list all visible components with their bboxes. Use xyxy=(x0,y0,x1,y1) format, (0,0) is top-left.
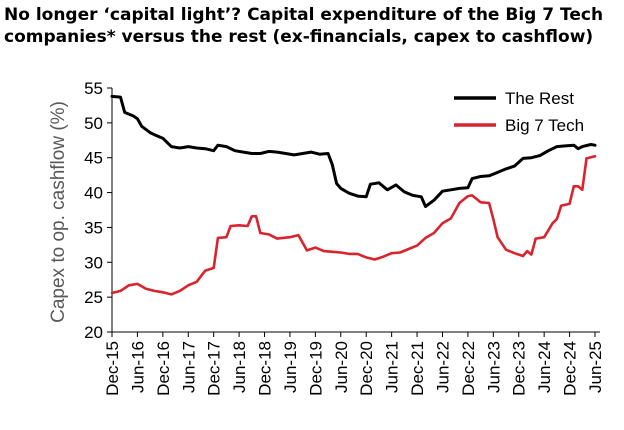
chart-title-line-1: No longer ‘capital light’? Capital expen… xyxy=(4,5,604,25)
chart-title-line-2: companies* versus the rest (ex-financial… xyxy=(4,27,594,47)
y-axis-label: Capex to op. cashflow (%) xyxy=(48,101,69,323)
x-tick-label: Dec-24 xyxy=(561,341,580,396)
y-tick-label: 40 xyxy=(84,184,103,203)
x-tick-label: Dec-18 xyxy=(256,341,275,396)
x-tick-label: Dec-19 xyxy=(306,341,325,396)
x-tick-label: Dec-23 xyxy=(510,341,529,396)
x-tick-label: Jun-23 xyxy=(484,341,503,393)
x-tick-label: Jun-17 xyxy=(179,341,198,393)
x-tick-label: Jun-25 xyxy=(586,341,605,393)
series-line-the-rest xyxy=(110,94,597,208)
legend: The Rest Big 7 Tech xyxy=(454,89,584,135)
y-tick-label: 20 xyxy=(84,323,103,342)
x-tick-label: Jun-24 xyxy=(535,341,554,393)
x-tick-label: Dec-15 xyxy=(103,341,122,396)
x-tick-label: Jun-18 xyxy=(230,341,249,393)
legend-label: The Rest xyxy=(505,89,574,108)
y-tick-label: 30 xyxy=(84,253,103,272)
axes: 20 25 30 35 40 45 50 55 Dec-15 Jun-16 Dec-16 Jun-17… xyxy=(84,79,605,396)
x-tick-label: Dec-20 xyxy=(357,341,376,396)
x-tick-label: Jun-22 xyxy=(433,341,452,393)
x-tick-label: Dec-21 xyxy=(408,341,427,396)
x-tick-label: Dec-16 xyxy=(154,341,173,396)
y-tick-label: 45 xyxy=(84,149,103,168)
y-tick-label: 50 xyxy=(84,114,103,133)
y-tick-label: 35 xyxy=(84,218,103,237)
legend-label: Big 7 Tech xyxy=(505,116,584,135)
x-tick-label: Dec-17 xyxy=(205,341,224,396)
series-layer xyxy=(110,94,597,296)
y-tick-label: 55 xyxy=(84,79,103,98)
x-tick-label: Jun-16 xyxy=(128,341,147,393)
x-tick-label: Dec-22 xyxy=(459,341,478,396)
y-tick-label: 25 xyxy=(84,288,103,307)
x-tick-label: Jun-20 xyxy=(332,341,351,393)
x-tick-label: Jun-21 xyxy=(383,341,402,393)
series-line-big-7-tech xyxy=(110,155,597,296)
chart-title: No longer ‘capital light’? Capital expen… xyxy=(4,4,620,48)
x-tick-label: Jun-19 xyxy=(281,341,300,393)
